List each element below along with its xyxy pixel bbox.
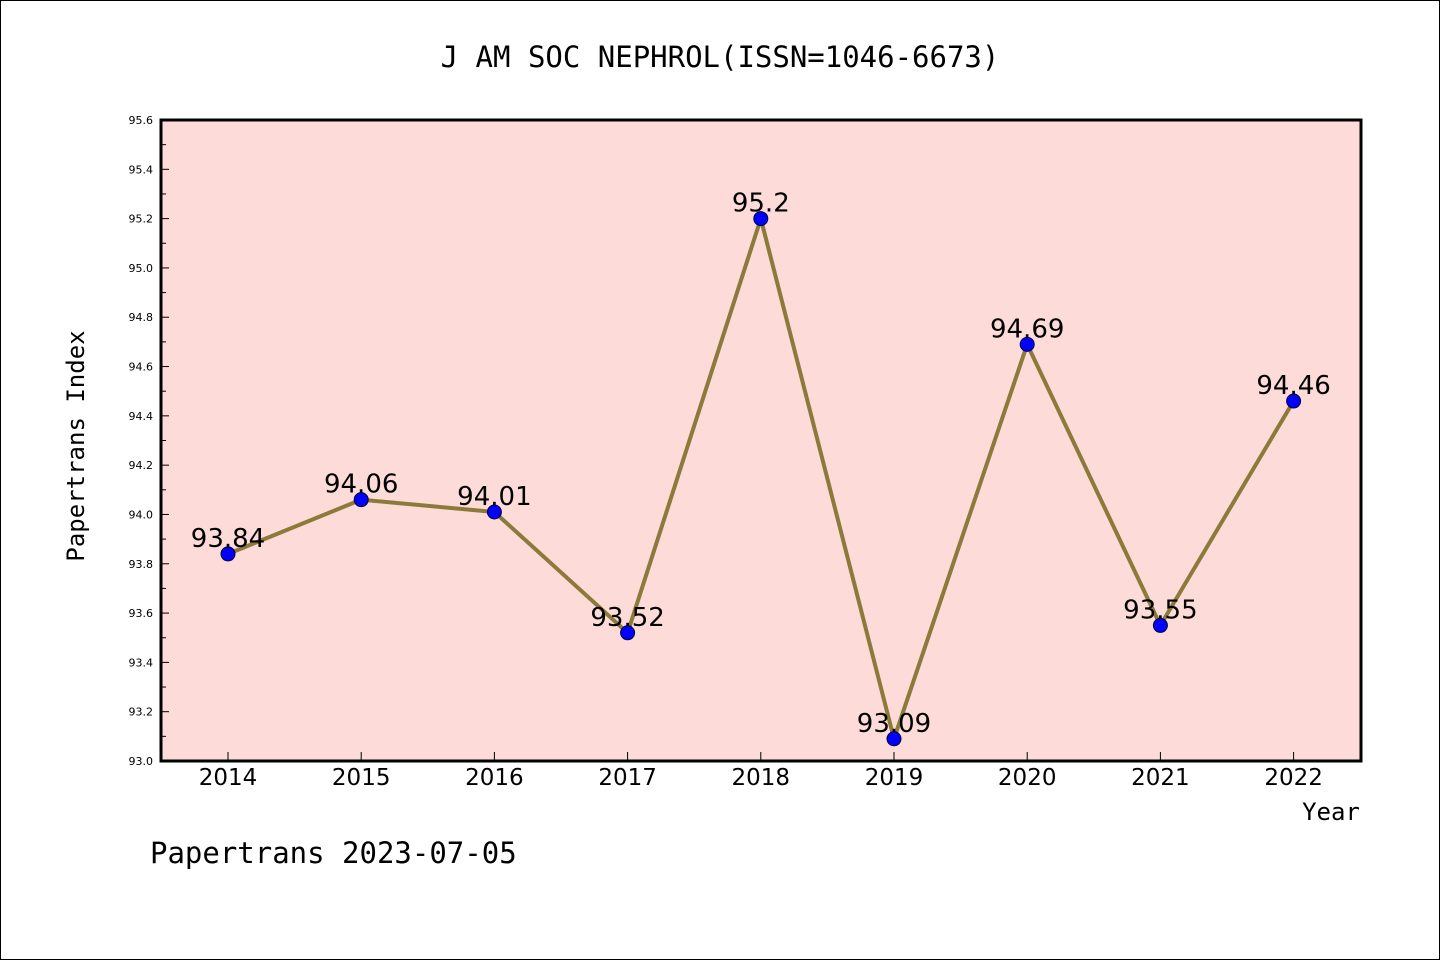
x-tick-label: 2014 [199,765,258,791]
y-tick-label: 93.8 [129,558,154,571]
data-point [753,211,769,227]
data-point [1019,336,1035,352]
x-axis: 2014 2015 2016 2017 2018 2019 2020 2021 2022 [199,752,1323,791]
y-tick-label: 93.0 [129,755,154,768]
y-tick-label: 93.6 [129,607,154,620]
x-axis-label: Year [1302,798,1360,826]
data-label: 94.46 [1256,371,1330,401]
data-point [220,546,236,562]
y-tick-label: 94.2 [129,459,154,472]
data-label: 94.01 [457,482,531,512]
data-point [620,625,636,641]
x-tick-label: 2020 [998,765,1057,791]
data-label: 93.84 [191,524,265,554]
y-tick-label: 94.0 [129,508,154,521]
data-label: 93.52 [590,603,664,633]
y-tick-label: 95.2 [129,213,154,226]
y-tick-label: 95.4 [129,163,154,176]
plot-border [159,118,1363,763]
y-tick-label: 94.6 [129,361,154,374]
y-tick-label: 95.0 [129,262,154,275]
y-tick-label: 95.6 [129,114,154,127]
data-label: 95.2 [732,189,790,219]
data-point [1286,393,1302,409]
chart-title: J AM SOC NEPHROL(ISSN=1046-6673) [441,40,1000,74]
y-axis: 93.0 93.2 93.4 93.6 93.8 94.0 94.2 94.4 94.6 94.8… [129,114,169,768]
data-label: 94.69 [990,314,1064,344]
data-point [486,504,502,520]
data-point [353,492,369,508]
x-tick-label: 2016 [465,765,524,791]
x-tick-label: 2022 [1264,765,1323,791]
footer-note: Papertrans 2023-07-05 [150,836,517,870]
y-axis-label: Papertrans Index [62,330,90,561]
x-tick-label: 2018 [732,765,791,791]
data-point [1152,617,1168,633]
y-tick-label: 93.2 [129,706,154,719]
y-tick-label: 94.4 [129,410,154,423]
x-tick-label: 2017 [598,765,657,791]
x-tick-label: 2021 [1131,765,1190,791]
series-group: 93.84 94.06 94.01 93.52 95.2 93.09 94.69 93.55 9… [191,189,1331,747]
data-label: 93.55 [1123,595,1197,625]
y-tick-label: 93.4 [129,656,154,669]
x-tick-label: 2015 [332,765,391,791]
data-point [886,731,902,747]
y-tick-label: 94.8 [129,311,154,324]
x-tick-label: 2019 [865,765,924,791]
data-label: 93.09 [857,709,931,739]
data-label: 94.06 [324,470,398,500]
